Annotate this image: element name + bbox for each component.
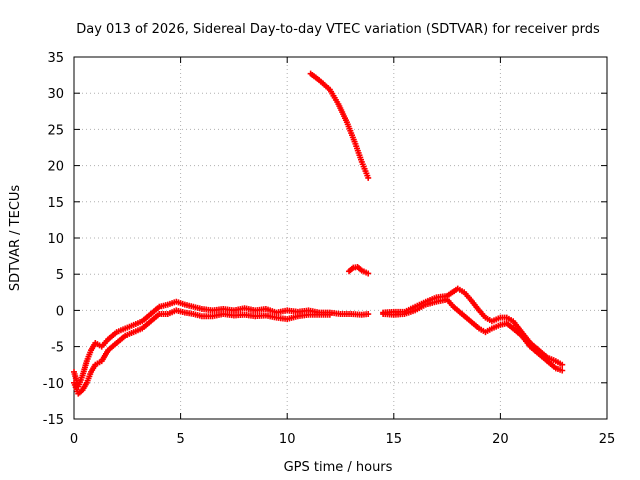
x-tick-label: 15: [386, 432, 403, 447]
x-tick-label: 5: [176, 432, 184, 447]
x-tick-label: 20: [492, 432, 509, 447]
y-tick-label: 25: [47, 123, 64, 138]
y-tick-label: 5: [56, 268, 64, 283]
x-tick-label: 0: [70, 432, 78, 447]
x-axis-ticks: 0 5 10 15 20 25: [70, 57, 615, 447]
y-tick-label: 35: [47, 51, 64, 66]
y-tick-label: 20: [47, 160, 64, 175]
series-late-track-lower: [380, 296, 566, 374]
y-axis-ticks: -15 -10 -5 0 5 10 15 20 25 30 35: [43, 51, 607, 428]
grid-lines: [74, 57, 607, 419]
data-point: [326, 311, 333, 318]
data-point: [559, 361, 566, 368]
y-tick-label: 10: [47, 232, 64, 247]
y-tick-label: -10: [43, 377, 64, 392]
x-axis-label: GPS time / hours: [284, 460, 393, 475]
series-main-track-lower: [71, 307, 333, 397]
y-tick-label: -5: [51, 341, 64, 356]
y-tick-label: 30: [47, 87, 64, 102]
data-point: [365, 174, 372, 181]
series-small-hump: [346, 263, 372, 277]
series-late-track-upper: [380, 285, 566, 368]
series-main-track-upper: [71, 298, 372, 390]
data-point: [365, 311, 372, 318]
chart-title: Day 013 of 2026, Sidereal Day-to-day VTE…: [76, 22, 600, 37]
y-tick-label: 0: [56, 304, 64, 319]
y-tick-label: -15: [43, 413, 64, 428]
data-point: [559, 367, 566, 374]
y-tick-label: 15: [47, 196, 64, 211]
data-points: [71, 70, 566, 397]
data-point: [365, 270, 372, 277]
series-high-arc: [307, 70, 372, 181]
x-tick-label: 25: [599, 432, 616, 447]
y-axis-label: SDTVAR / TECUs: [8, 185, 23, 292]
x-tick-label: 10: [279, 432, 296, 447]
